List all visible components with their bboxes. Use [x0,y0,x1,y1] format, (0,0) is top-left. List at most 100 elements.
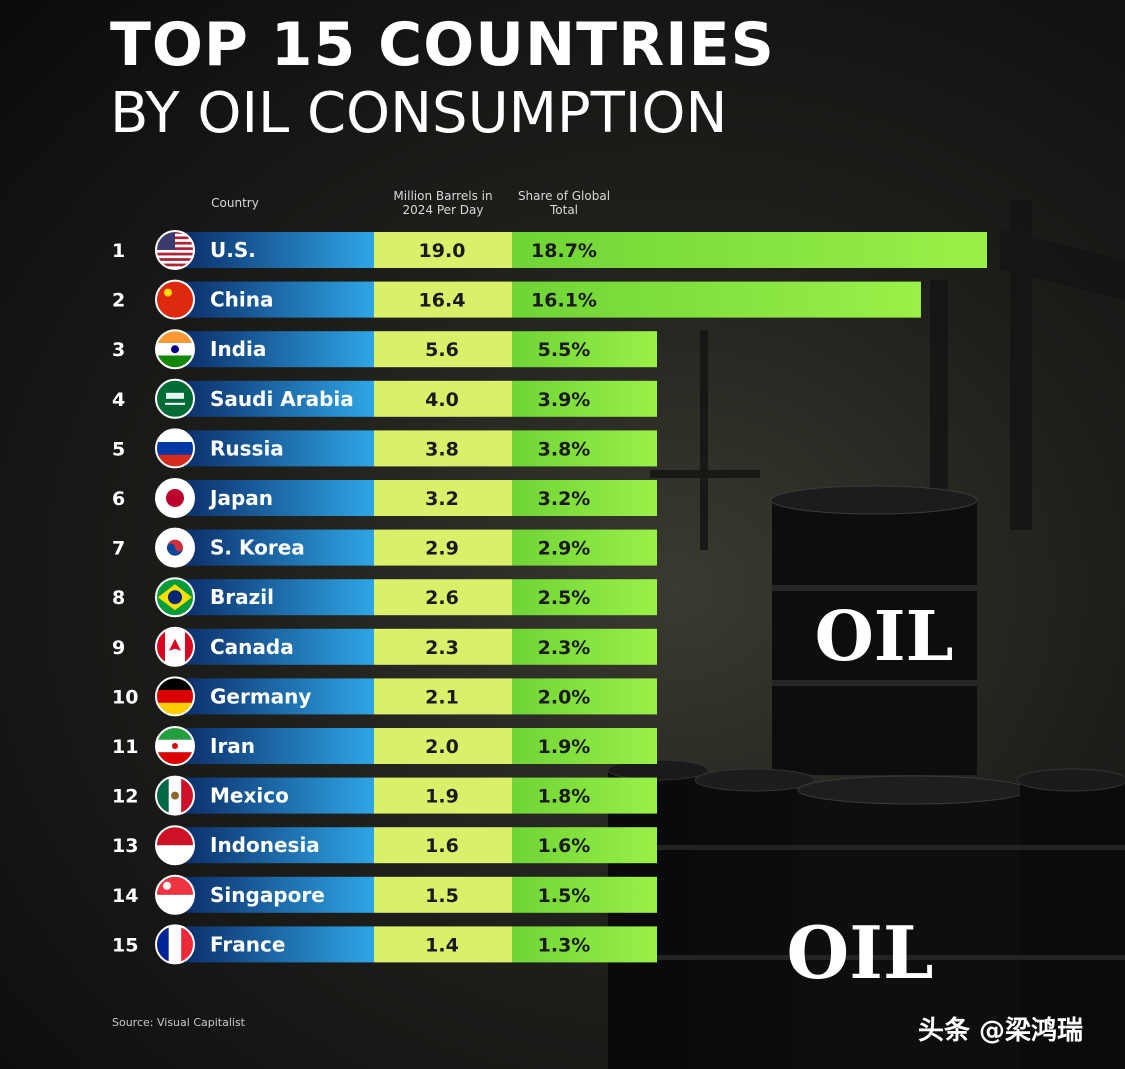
share-bar [512,926,657,963]
country-label: Iran [210,734,255,758]
barrels-value-label: 1.6 [425,835,459,857]
barrels-value-label: 2.3 [425,637,459,659]
rank-label: 11 [112,736,138,758]
share-bar [512,380,657,417]
rank-label: 2 [112,290,125,312]
chart-subtitle: BY OIL CONSUMPTION [110,81,728,146]
country-bar [176,827,374,864]
rank-label: 3 [112,339,125,361]
chart-row: 6 Japan 3.2 3.2% [112,478,657,518]
share-bar [512,331,657,368]
share-bar [512,281,921,318]
share-value-label: 3.8% [538,438,591,460]
country-label: Brazil [210,585,274,609]
rank-label: 1 [112,240,125,262]
country-label: France [210,932,285,956]
country-label: Germany [210,684,311,708]
share-bar [512,777,657,814]
share-value-label: 18.7% [531,240,597,262]
share-bar [512,728,657,764]
country-label: S. Korea [210,536,305,560]
share-bar [512,827,657,864]
barrels-value-label: 2.9 [425,538,459,560]
chart-title: TOP 15 COUNTRIES [110,10,775,80]
barrels-cell [374,579,512,616]
saudi-arabia-flag-icon [156,379,194,418]
barrels-cell [374,777,512,814]
rank-label: 7 [112,538,125,560]
barrels-value-label: 4.0 [425,389,459,411]
share-value-label: 3.9% [538,389,591,411]
share-bar [512,529,657,566]
share-value-label: 2.9% [538,538,591,560]
rank-label: 5 [112,438,125,460]
country-bar [176,876,374,913]
barrels-cell [374,827,512,864]
barrels-cell [374,678,512,715]
share-value-label: 1.5% [538,885,591,907]
chart-row: 9 Canada 2.3 2.3% [112,626,657,667]
country-bar [176,678,374,715]
chart-row: 3 India 5.6 5.5% [112,329,657,370]
indonesia-flag-icon [156,826,194,865]
barrels-value-label: 2.6 [425,587,459,609]
china-flag-icon [156,280,194,319]
chart-row: 5 Russia 3.8 3.8% [112,428,657,469]
brazil-flag-icon [156,578,194,617]
country-bar [176,777,374,814]
rank-label: 10 [112,686,138,708]
country-label: Saudi Arabia [210,387,354,411]
header-country: Country [211,196,259,210]
rank-label: 12 [112,786,138,808]
country-label: Indonesia [210,833,320,857]
share-bar [512,678,657,715]
chart-row: 1 U.S. 19.0 18.7% [112,230,987,270]
country-label: Japan [208,486,273,510]
chart-row: 12 Mexico 1.9 1.8% [112,775,657,816]
chart-row: 4 Saudi Arabia 4.0 3.9% [112,378,657,419]
barrels-value-label: 2.0 [425,736,459,758]
barrels-value-label: 16.4 [419,290,466,312]
country-bar [176,281,374,318]
barrels-value-label: 3.2 [425,488,459,510]
country-bar [176,430,374,467]
share-bar [512,876,657,913]
share-value-label: 16.1% [531,290,597,312]
share-value-label: 5.5% [538,339,591,361]
barrels-cell [374,430,512,467]
chart-row: 15 France 1.4 1.3% [112,924,657,965]
barrels-cell [374,480,512,516]
country-label: Canada [210,635,294,659]
us-flag-icon [156,231,194,269]
barrels-cell [374,281,512,318]
barrels-cell [374,876,512,913]
share-value-label: 1.9% [538,736,591,758]
south-korea-flag-icon [156,528,194,567]
country-label: Russia [210,436,284,460]
chart-row: 8 Brazil 2.6 2.5% [112,577,657,618]
canada-flag-icon [156,627,194,666]
barrel-oil-label-bottom: OIL [786,910,933,995]
rank-label: 13 [112,835,138,857]
country-bar [176,728,374,764]
share-value-label: 2.0% [538,686,591,708]
chart-row: 7 S. Korea 2.9 2.9% [112,527,657,568]
country-bar [176,926,374,963]
barrels-value-label: 5.6 [425,339,459,361]
barrels-value-label: 3.8 [425,438,459,460]
rank-label: 6 [112,488,125,510]
chart-row: 11 Iran 2.0 1.9% [112,726,657,766]
barrels-value-label: 1.5 [425,885,459,907]
share-bar [512,579,657,616]
rank-label: 4 [112,389,125,411]
header-share: Share of Global Total [517,189,611,217]
country-bar [176,628,374,665]
country-bar [176,232,374,268]
country-label: U.S. [210,238,256,262]
share-value-label: 1.8% [538,786,591,808]
share-bar [512,430,657,467]
barrels-value-label: 2.1 [425,686,459,708]
barrel-oil-label-top: OIL [815,597,954,677]
country-bar [176,380,374,417]
